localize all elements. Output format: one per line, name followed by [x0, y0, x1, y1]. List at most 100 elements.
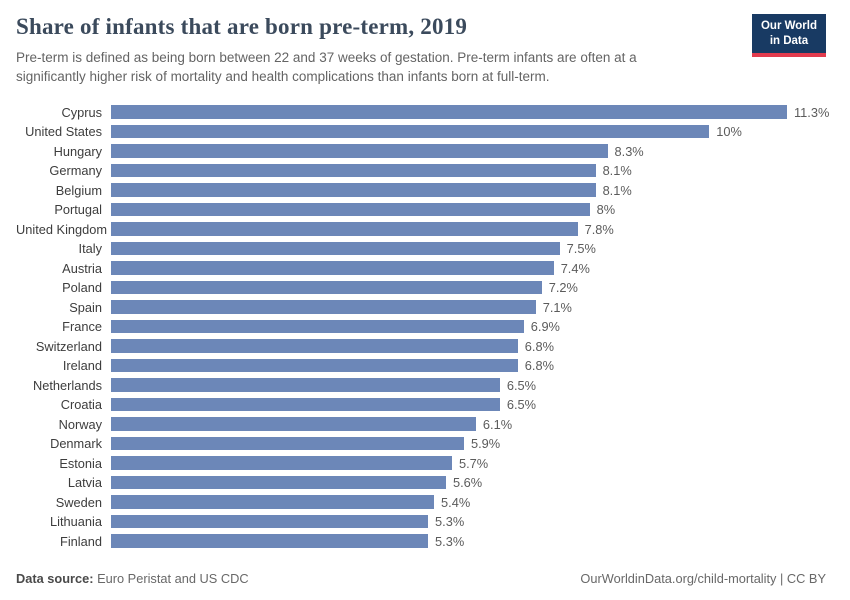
bar[interactable] — [111, 300, 536, 314]
bar[interactable] — [111, 514, 429, 529]
bar-track: 6.1% — [111, 417, 787, 432]
bar-track: 7.2% — [111, 280, 787, 295]
bar[interactable] — [111, 436, 464, 451]
bar[interactable] — [111, 261, 554, 275]
value-label: 8.1% — [602, 163, 632, 179]
credit-link[interactable]: OurWorldinData.org/child-mortality | CC … — [580, 571, 826, 586]
country-label: Poland — [62, 280, 102, 296]
bar-track: 10% — [111, 124, 787, 139]
country-label: Germany — [49, 163, 102, 179]
bar-row: Estonia 5.7% — [16, 453, 826, 473]
bar[interactable] — [111, 417, 476, 431]
chart-rows: Cyprus 11.3% United States 10% Hungary 8.3% Ge… — [16, 102, 829, 551]
bar-row: Finland 5.3% — [16, 531, 826, 551]
bar-row: Denmark 5.9% — [16, 434, 826, 454]
bar[interactable] — [111, 358, 518, 373]
bar-row: Spain 7.1% — [16, 297, 826, 317]
bar-track: 6.8% — [111, 339, 787, 354]
value-label: 5.6% — [453, 475, 483, 491]
country-label: Estonia — [59, 455, 102, 471]
bar[interactable] — [111, 163, 596, 178]
bar-row: Croatia 6.5% — [16, 395, 826, 415]
bar-row: United Kingdom 7.8% — [16, 219, 826, 239]
bar-row: Italy 7.5% — [16, 239, 826, 259]
value-label: 11.3% — [794, 104, 830, 120]
country-label: Italy — [78, 241, 102, 257]
country-label: Finland — [60, 533, 102, 549]
bar[interactable] — [111, 280, 542, 295]
bar-row: Belgium 8.1% — [16, 180, 826, 200]
owid-logo[interactable]: Our World in Data — [751, 14, 826, 57]
bar-track: 7.5% — [111, 241, 787, 256]
bar-row: Germany 8.1% — [16, 161, 826, 181]
value-label: 6.8% — [524, 358, 554, 374]
country-label: Ireland — [62, 358, 102, 374]
bar-row: Latvia 5.6% — [16, 473, 826, 493]
country-label: Croatia — [60, 397, 102, 413]
chart-header: Share of infants that are born pre-term,… — [16, 14, 826, 86]
country-label: France — [62, 319, 102, 335]
country-label: Spain — [69, 299, 102, 315]
bar-track: 6.9% — [111, 319, 787, 334]
chart-subtitle: Pre-term is defined as being born betwee… — [16, 50, 637, 85]
value-label: 5.9% — [470, 436, 501, 452]
value-label: 6.5% — [506, 377, 537, 393]
bar[interactable] — [111, 475, 446, 490]
bar-track: 7.1% — [111, 300, 787, 315]
bar[interactable] — [111, 222, 578, 236]
country-label: Lithuania — [50, 514, 102, 530]
bar-row: Norway 6.1% — [16, 414, 826, 434]
country-label: Austria — [62, 260, 102, 276]
country-label: Denmark — [50, 436, 102, 452]
country-label: Netherlands — [32, 377, 102, 393]
bar[interactable] — [111, 397, 500, 412]
bar-track: 5.6% — [111, 475, 787, 490]
country-label: Belgium — [55, 182, 102, 198]
bar-row: Ireland 6.8% — [16, 356, 826, 376]
bar[interactable] — [111, 124, 710, 139]
bar-track: 5.7% — [111, 456, 787, 471]
bar-track: 8.1% — [111, 183, 787, 198]
bar-chart: Cyprus 11.3% United States 10% Hungary 8.3% Ge… — [16, 102, 829, 551]
bar-row: United States 10% — [16, 122, 826, 142]
bar[interactable] — [111, 183, 596, 197]
value-label: 6.8% — [524, 338, 554, 354]
bar-row: Cyprus 11.3% — [16, 102, 829, 122]
country-label: Portugal — [54, 202, 102, 218]
value-label: 7.8% — [584, 221, 614, 237]
bar-row: France 6.9% — [16, 317, 826, 337]
value-label: 8.3% — [614, 143, 644, 159]
bar-row: Sweden 5.4% — [16, 492, 826, 512]
value-label: 8.1% — [602, 182, 632, 198]
data-source: Data source: Euro Peristat and US CDC — [16, 571, 249, 586]
value-label: 5.3% — [435, 533, 465, 549]
value-label: 10% — [716, 124, 742, 140]
value-label: 6.9% — [530, 319, 560, 335]
country-label: Latvia — [67, 475, 102, 491]
bar-row: Portugal 8% — [16, 200, 826, 220]
bar[interactable] — [111, 339, 518, 353]
bar[interactable] — [111, 456, 452, 470]
chart-title: Share of infants that are born pre-term,… — [16, 14, 468, 39]
bar[interactable] — [111, 105, 787, 119]
data-source-text: Euro Peristat and US CDC — [93, 571, 249, 586]
bar-track: 8% — [111, 202, 787, 217]
bar[interactable] — [111, 319, 524, 334]
bar-track: 11.3% — [111, 105, 829, 120]
country-label: Cyprus — [61, 104, 102, 120]
bar[interactable] — [111, 241, 560, 256]
country-label: Switzerland — [35, 338, 102, 354]
bar[interactable] — [111, 144, 608, 158]
bar-track: 5.3% — [111, 534, 787, 549]
value-label: 8% — [596, 202, 616, 218]
country-label: United Kingdom — [16, 221, 108, 237]
bar[interactable] — [111, 202, 590, 217]
bar-track: 5.4% — [111, 495, 787, 510]
bar-track: 5.3% — [111, 514, 787, 529]
bar[interactable] — [111, 534, 429, 548]
bar[interactable] — [111, 495, 435, 509]
bar[interactable] — [111, 378, 500, 392]
bar-row: Austria 7.4% — [16, 258, 826, 278]
bar-track: 8.3% — [111, 144, 787, 159]
